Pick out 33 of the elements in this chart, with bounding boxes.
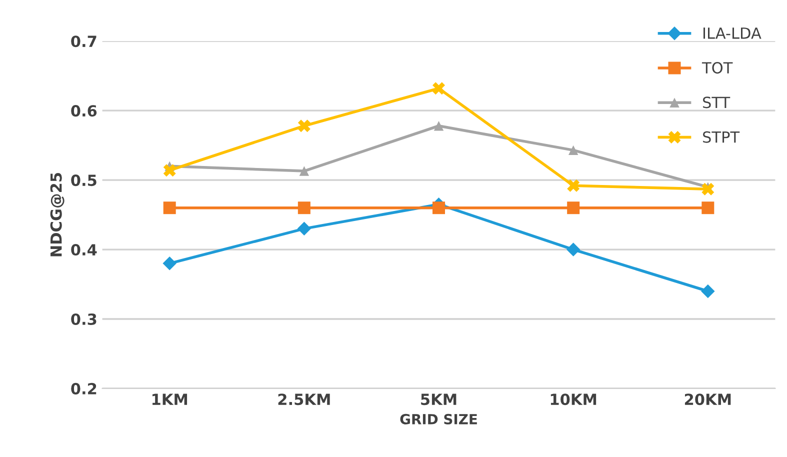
legend-label: STT — [703, 96, 730, 108]
x-axis-title: GRID SIZE — [400, 414, 477, 424]
y-tick-label: 0.4 — [71, 244, 97, 256]
point — [566, 242, 580, 256]
y-tick-label: 0.6 — [71, 105, 97, 117]
point — [163, 202, 176, 214]
point — [432, 202, 446, 214]
point — [298, 202, 310, 214]
point — [568, 145, 578, 156]
point — [434, 121, 444, 131]
y-axis-title: NDCG@25 — [50, 172, 64, 256]
y-tick-label: 0.7 — [71, 36, 96, 48]
point — [701, 284, 715, 298]
x-tick-label: 5KM — [421, 394, 456, 406]
point — [163, 164, 176, 177]
y-tick-label: 0.3 — [71, 313, 96, 326]
x-tick-label: 20KM — [684, 394, 731, 406]
x-tick-label: 2.5KM — [278, 394, 330, 406]
point — [432, 82, 446, 95]
x-tick-label: 1KM — [152, 394, 188, 405]
y-tick-label: 0.2 — [71, 382, 96, 394]
point — [702, 202, 714, 214]
y-tick-label: 0.5 — [71, 174, 96, 186]
x-tick-label: 10KM — [550, 394, 596, 406]
legend-label: ILA-LDA — [704, 28, 762, 39]
legend-label: TOT — [702, 62, 733, 74]
point — [567, 202, 580, 214]
point — [567, 179, 580, 192]
point — [299, 166, 310, 176]
legend-label: STPT — [703, 131, 740, 143]
point — [162, 256, 176, 270]
point — [297, 222, 312, 236]
point — [298, 120, 310, 132]
